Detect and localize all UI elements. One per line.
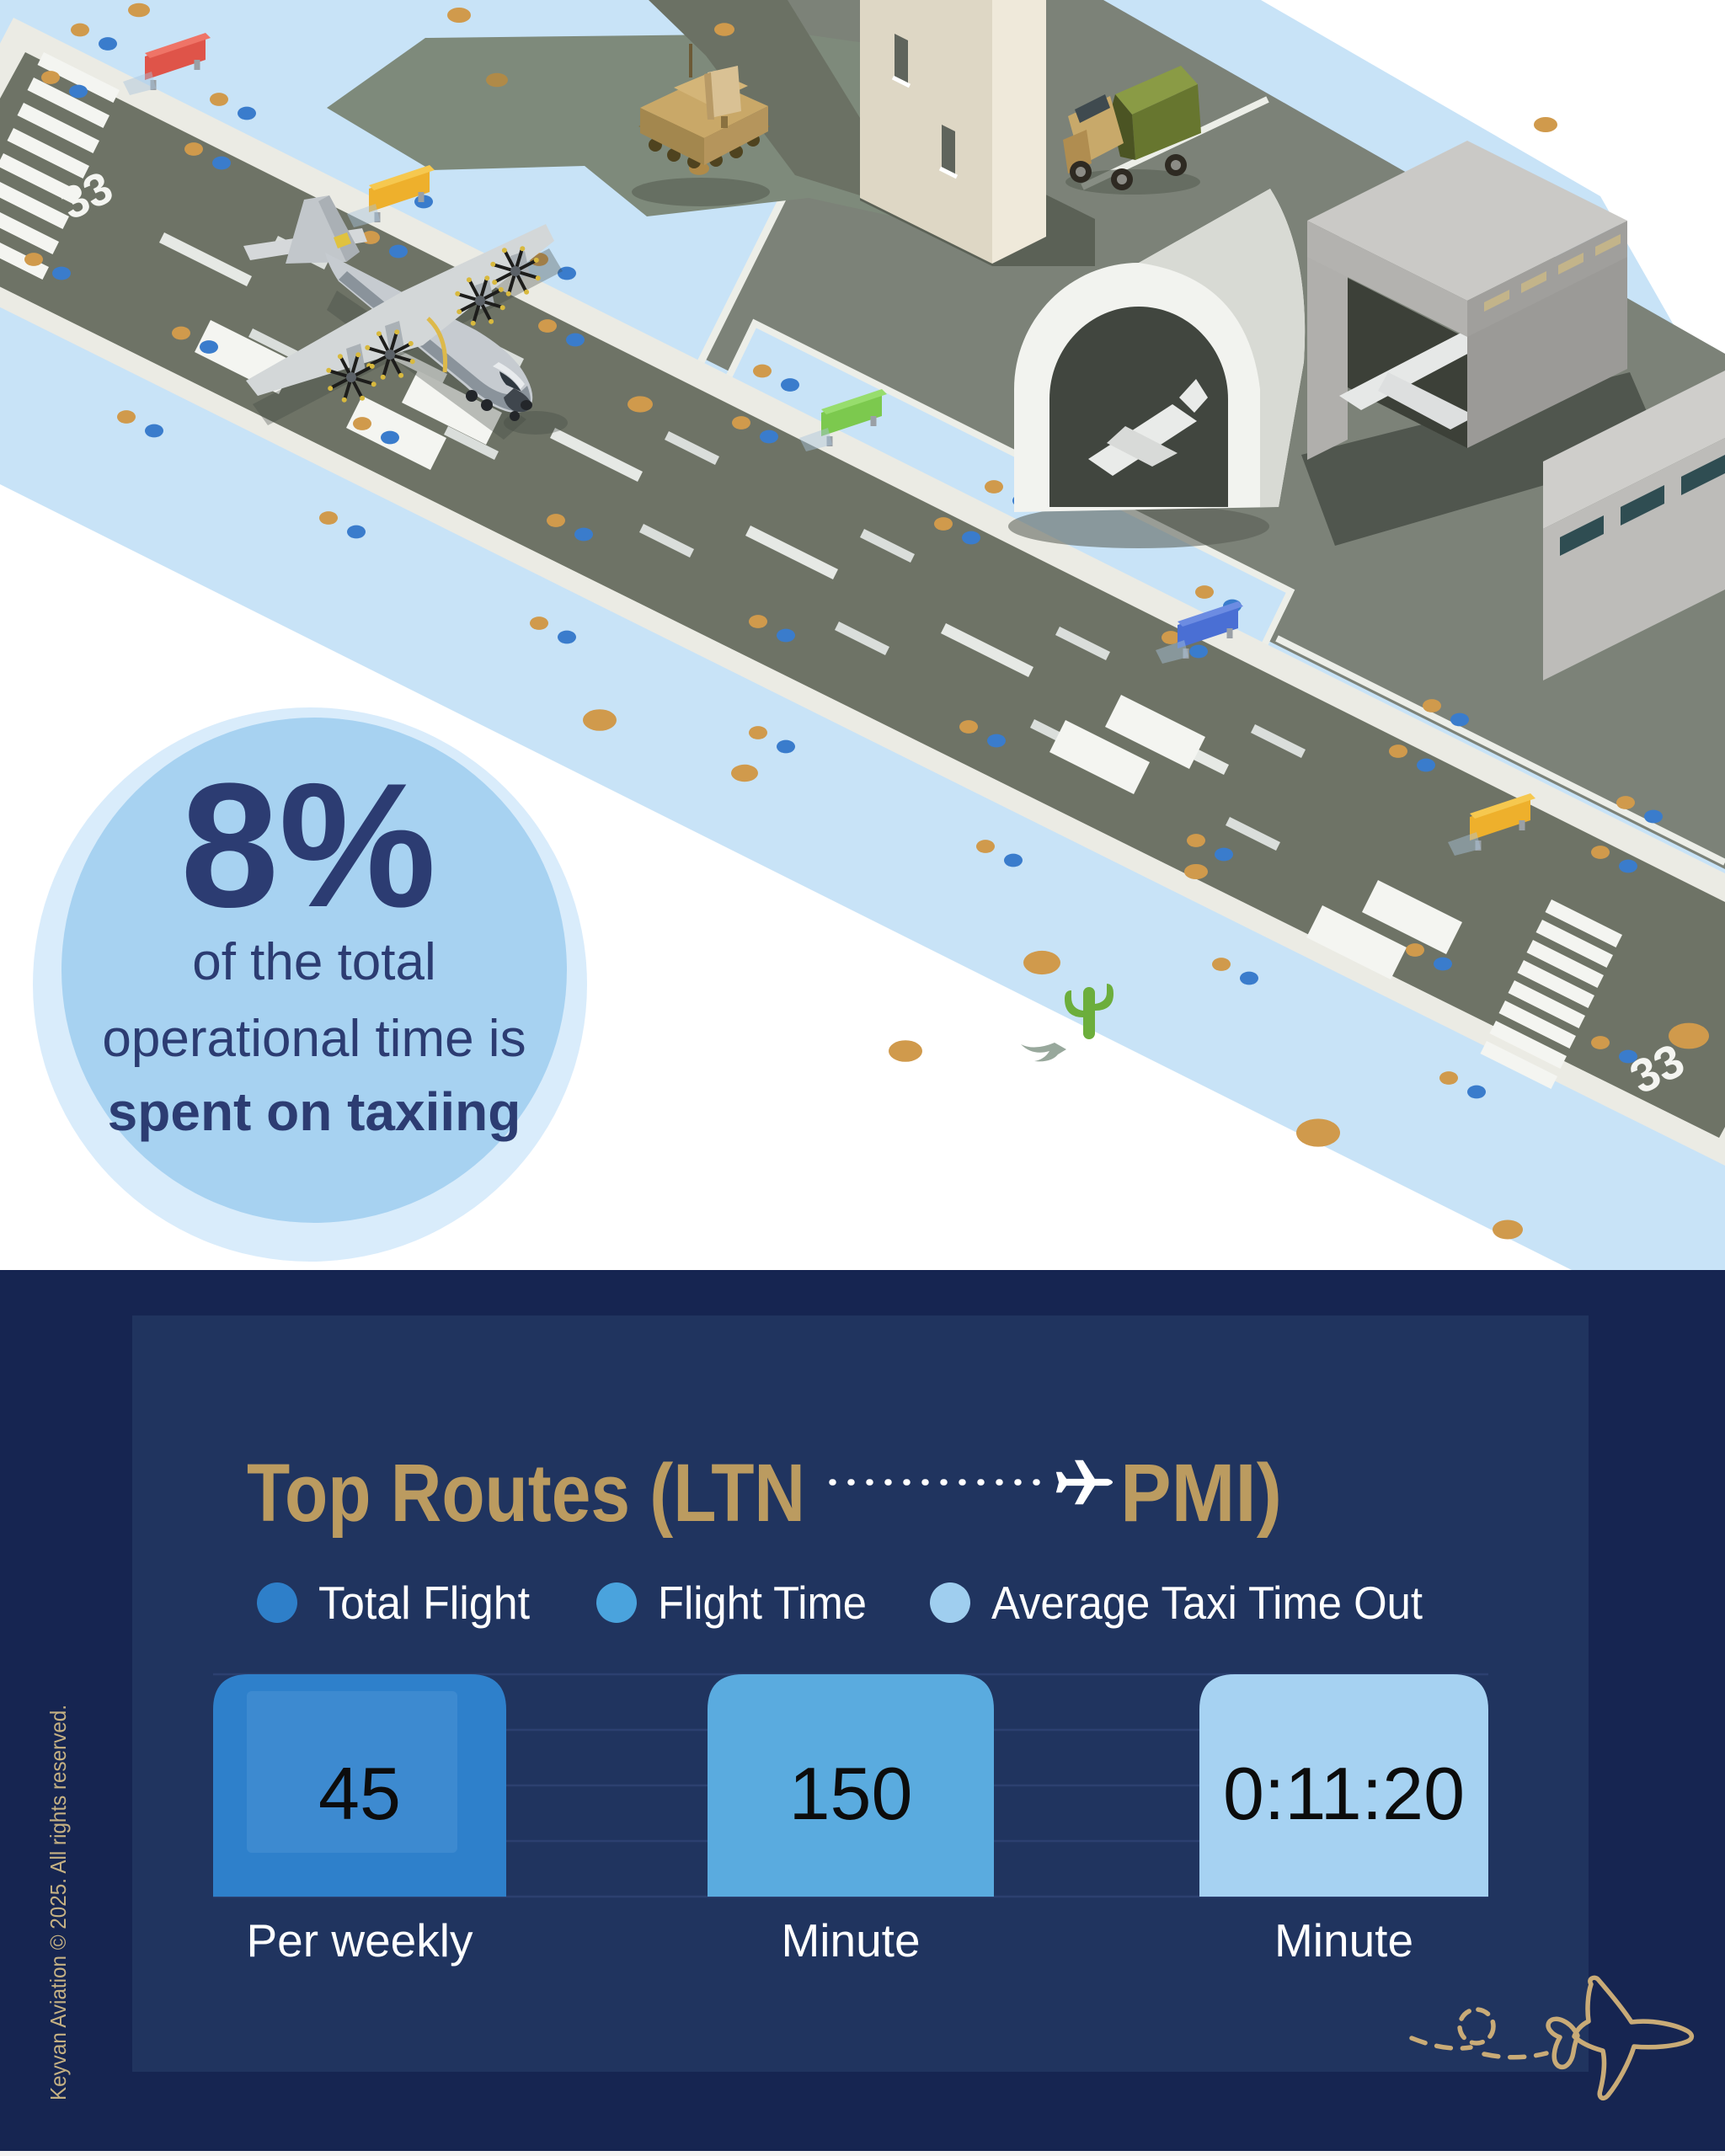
- svg-text:of the total: of the total: [192, 933, 436, 991]
- svg-text:0:11:20: 0:11:20: [1223, 1752, 1465, 1835]
- svg-text:Per weekly: Per weekly: [247, 1914, 473, 1967]
- svg-text:Minute: Minute: [1274, 1914, 1413, 1967]
- svg-text:operational time is: operational time is: [102, 1010, 526, 1068]
- svg-text:PMI): PMI): [1120, 1447, 1282, 1539]
- svg-text:150: 150: [789, 1752, 913, 1835]
- svg-text:Average Taxi Time Out: Average Taxi Time Out: [991, 1577, 1423, 1629]
- svg-text:45: 45: [318, 1752, 401, 1835]
- svg-text:spent on taxiing: spent on taxiing: [108, 1081, 521, 1142]
- svg-text:Top Routes (LTN: Top Routes (LTN: [247, 1447, 805, 1539]
- svg-text:Minute: Minute: [781, 1914, 920, 1967]
- svg-text:Flight Time: Flight Time: [658, 1577, 867, 1629]
- svg-text:8%: 8%: [180, 746, 436, 944]
- svg-text:Keyvan Aviation © 2025. All ri: Keyvan Aviation © 2025. All rights reser…: [45, 1705, 71, 2100]
- svg-text:Total Flight: Total Flight: [318, 1577, 530, 1629]
